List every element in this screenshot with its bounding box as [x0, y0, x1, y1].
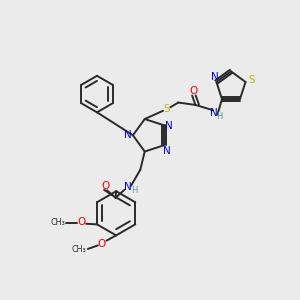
Text: O: O [101, 181, 110, 191]
Text: CH₃: CH₃ [50, 218, 65, 227]
Text: N: N [211, 72, 219, 82]
Text: H: H [216, 112, 222, 121]
Text: N: N [165, 121, 173, 131]
Text: O: O [77, 217, 86, 227]
Text: N: N [124, 130, 131, 140]
Text: H: H [131, 186, 138, 195]
Text: O: O [189, 86, 197, 96]
Text: S: S [164, 104, 170, 114]
Text: N: N [210, 108, 218, 118]
Text: N: N [164, 146, 171, 156]
Text: S: S [248, 75, 255, 85]
Text: N: N [124, 182, 132, 192]
Text: O: O [98, 238, 106, 249]
Text: CH₃: CH₃ [72, 245, 87, 254]
